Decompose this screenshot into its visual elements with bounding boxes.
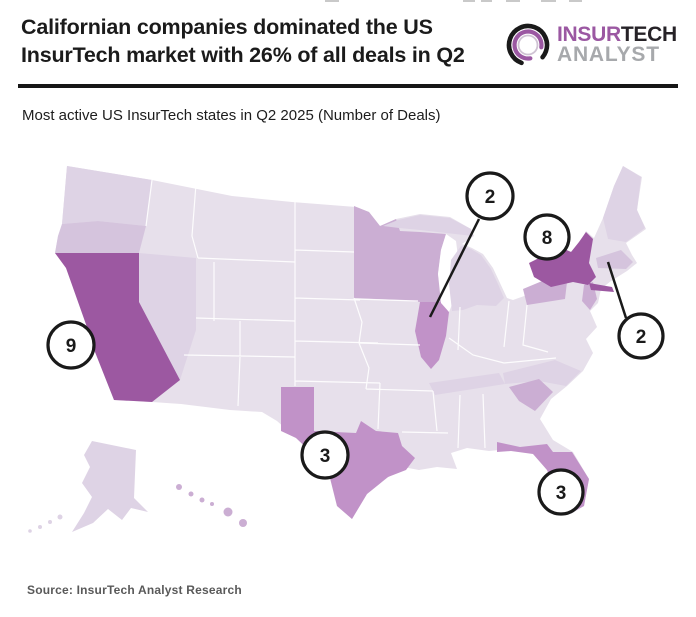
callout-line-illinois — [428, 218, 481, 318]
callout-value-massachusetts: 2 — [636, 327, 647, 348]
state-maine — [603, 166, 645, 242]
cropped-text-artifact — [481, 0, 492, 2]
insurtech-analyst-logo: INSURTECH ANALYST — [502, 20, 677, 70]
callout-florida: 3 — [537, 468, 585, 516]
title-line-2: InsurTech market with 26% of all deals i… — [21, 43, 465, 68]
state-alaska — [72, 441, 148, 532]
cropped-text-artifact — [506, 0, 520, 2]
cropped-text-artifact — [325, 0, 339, 2]
callout-value-california: 9 — [66, 336, 77, 357]
logo-word-analyst: ANALYST — [557, 43, 660, 66]
state-north-carolina — [503, 360, 581, 386]
state-hawaii-island — [223, 507, 233, 517]
callout-illinois: 2 — [465, 171, 515, 221]
cropped-text-artifact — [463, 0, 475, 2]
state-illinois — [415, 302, 449, 369]
source-note: Source: InsurTech Analyst Research — [27, 583, 242, 597]
state-hawaii-island — [210, 502, 214, 506]
state-nevada — [139, 253, 196, 380]
state-oregon — [55, 221, 146, 253]
callout-new-york: 8 — [523, 213, 571, 261]
state-new-york-long-island — [589, 283, 614, 292]
alaska-aleutian-island — [38, 525, 42, 529]
callout-california: 9 — [46, 320, 96, 370]
alaska-aleutian-island — [57, 514, 63, 520]
state-hawaii-island — [188, 491, 194, 497]
state-michigan-upper-peninsula — [383, 215, 473, 236]
state-massachusetts — [596, 250, 633, 269]
cropped-text-artifact — [541, 0, 556, 2]
logo-wordmark: INSURTECH ANALYST — [557, 23, 677, 66]
logo-word-tech: TECH — [620, 23, 677, 46]
cropped-text-artifact — [569, 0, 582, 2]
state-borders — [145, 179, 557, 449]
alaska-aleutian-island — [28, 529, 32, 533]
state-hawaii-island — [199, 497, 205, 503]
state-california — [55, 253, 180, 402]
state-hawaii-island — [176, 484, 182, 490]
callout-value-florida: 3 — [556, 483, 567, 504]
state-tennessee — [429, 373, 505, 395]
logo-word-insur: INSUR — [557, 23, 621, 46]
title-line-1: Californian companies dominated the US — [21, 15, 433, 39]
logo-ring-icon — [506, 23, 550, 67]
state-washington — [62, 166, 152, 226]
callout-texas: 3 — [300, 430, 350, 480]
state-hawaii-island — [239, 519, 247, 527]
state-south-carolina — [509, 379, 553, 411]
state-new-york — [529, 232, 596, 287]
state-wisconsin — [400, 231, 446, 302]
chart-subtitle: Most active US InsurTech states in Q2 20… — [22, 107, 441, 124]
header-divider — [18, 84, 678, 88]
state-michigan-mitten — [449, 246, 504, 311]
callout-value-new-york: 8 — [542, 228, 553, 249]
callout-value-illinois: 2 — [485, 187, 496, 208]
callout-line-massachusetts — [606, 261, 628, 319]
state-minnesota — [354, 206, 400, 300]
callout-value-texas: 3 — [320, 446, 331, 467]
callout-massachusetts: 2 — [617, 312, 665, 360]
page-title: Californian companies dominated the US I… — [21, 13, 513, 70]
alaska-aleutian-island — [48, 520, 52, 524]
